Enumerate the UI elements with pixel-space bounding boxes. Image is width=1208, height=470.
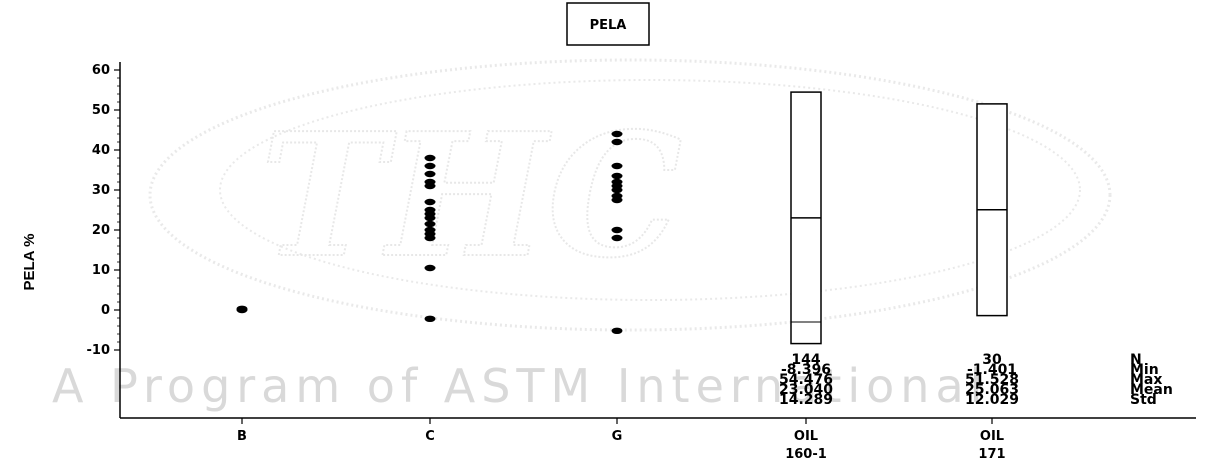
data-point [611, 138, 623, 146]
data-points [236, 130, 623, 334]
data-point [236, 305, 248, 312]
data-point [424, 315, 436, 322]
data-point [424, 206, 436, 214]
y-tick-label: 50 [92, 103, 110, 118]
chart-title: PELA [590, 18, 627, 33]
x-tick-label: B [237, 429, 247, 444]
data-point [611, 172, 623, 180]
stat-value: 54.476 [779, 372, 833, 388]
title-box [566, 2, 650, 46]
box-plots [790, 91, 1008, 345]
x-tick-label: OIL [980, 429, 1004, 444]
stat-row-label: Std [1130, 392, 1157, 408]
y-tick-label: 0 [101, 303, 110, 318]
x-tick-label: G [612, 429, 623, 444]
y-tick-label: 60 [92, 63, 110, 78]
y-tick-label: -10 [87, 343, 111, 358]
data-point [611, 226, 623, 234]
stat-row-label: Min [1130, 362, 1159, 378]
data-point [424, 264, 436, 272]
data-point [611, 162, 623, 170]
stat-row-label: N [1130, 352, 1142, 368]
x-tick-label: 171 [978, 447, 1005, 462]
data-point [611, 327, 623, 334]
stat-value: 144 [791, 352, 820, 368]
data-point [424, 226, 436, 234]
data-point [611, 192, 623, 200]
data-point [611, 234, 623, 242]
data-point [424, 162, 436, 170]
y-ticks: 60 50 40 30 20 10 0 -10 [87, 63, 120, 358]
y-tick-label: 20 [92, 223, 110, 238]
data-point [424, 170, 436, 178]
stat-value: 14.289 [779, 392, 833, 408]
y-axis-label: PELA % [21, 234, 38, 291]
stat-value: 25.063 [965, 382, 1019, 398]
stat-value: 30 [982, 352, 1002, 368]
stat-value: 51.528 [965, 372, 1019, 388]
x-tick-label: 160-1 [785, 447, 827, 462]
data-point [611, 130, 623, 138]
watermark-logo: THC [148, 58, 1112, 332]
watermark-text: A Program of ASTM International [52, 359, 988, 413]
data-point [424, 198, 436, 206]
y-tick-label: 10 [92, 263, 110, 278]
data-point [424, 178, 436, 186]
stat-value: -1.401 [967, 362, 1017, 378]
stat-value: -8.396 [781, 362, 831, 378]
stat-row-label: Mean [1130, 382, 1173, 398]
data-point [424, 220, 436, 228]
y-tick-label: 40 [92, 143, 110, 158]
y-tick-label: 30 [92, 183, 110, 198]
x-tick-label: C [425, 429, 435, 444]
stat-value: 23.040 [779, 382, 833, 398]
x-ticks: B C G OIL 160-1 OIL 171 [237, 418, 1006, 462]
stat-row-label: Max [1130, 372, 1162, 388]
stat-value: 12.029 [965, 392, 1019, 408]
data-point [424, 154, 436, 162]
x-tick-label: OIL [794, 429, 818, 444]
data-point [611, 178, 623, 186]
